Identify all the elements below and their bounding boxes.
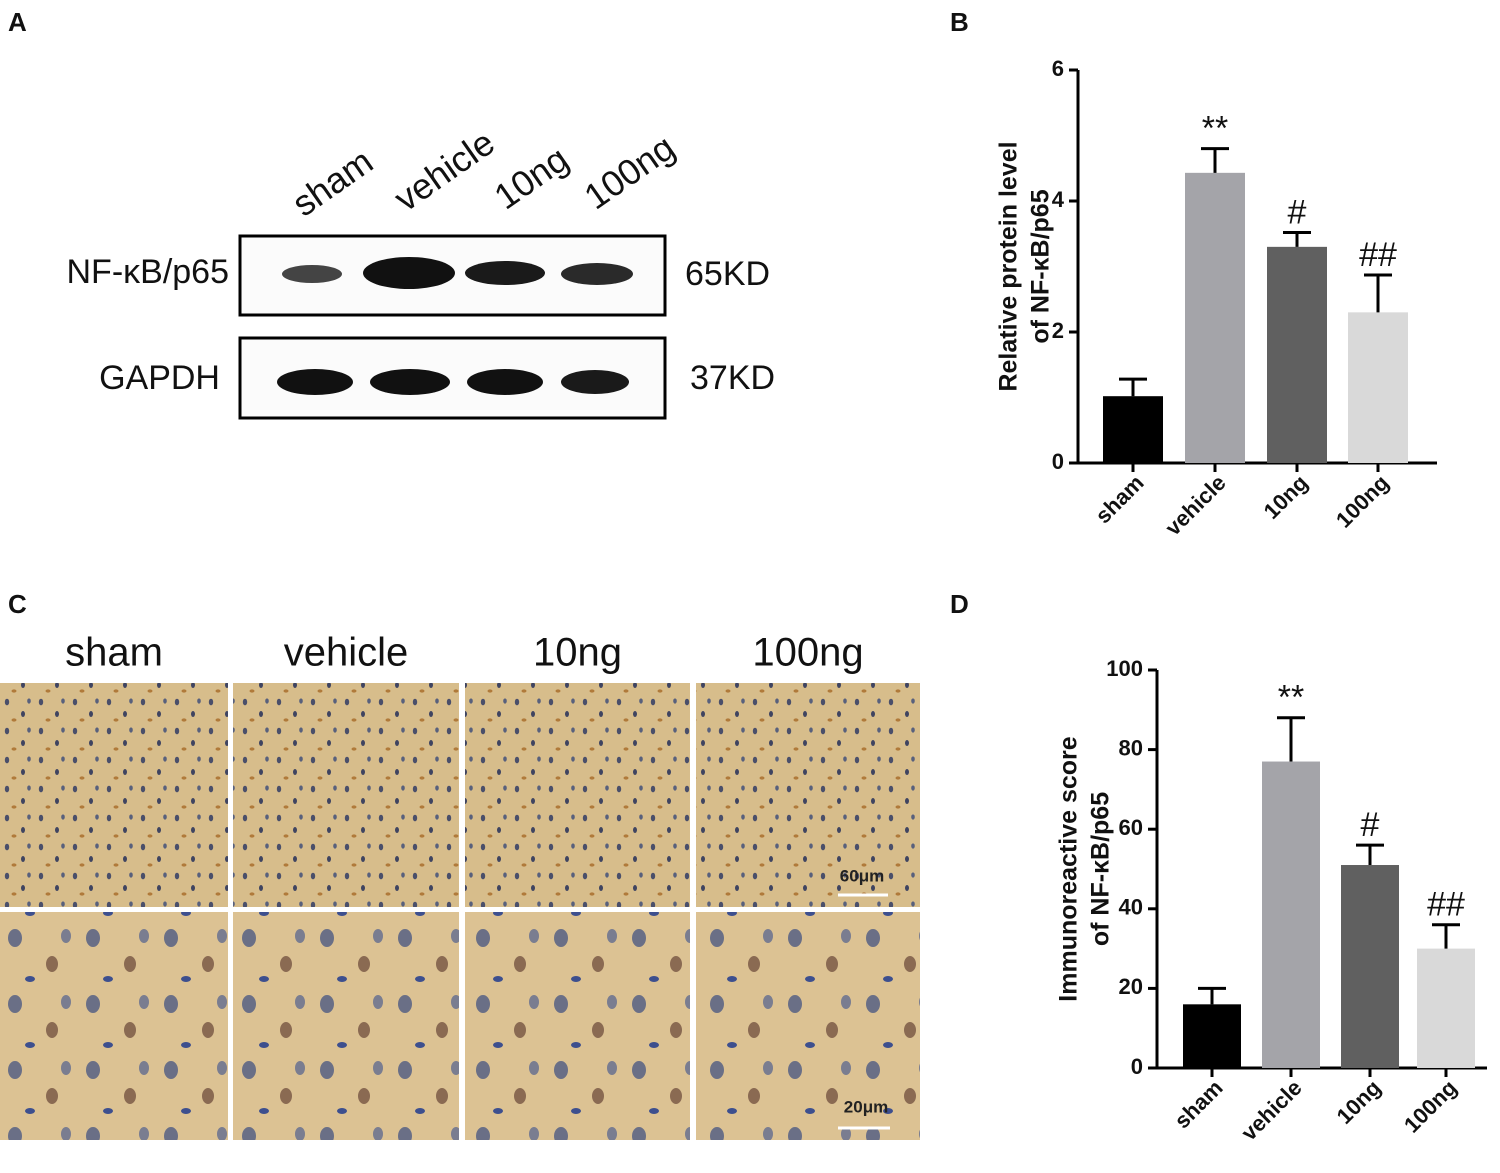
- size-label: 65KD: [685, 255, 770, 293]
- bar: [1341, 865, 1399, 1068]
- significance-label: ##: [1427, 886, 1465, 924]
- error-bar: [1364, 273, 1392, 313]
- error-bar: [1201, 147, 1229, 173]
- band: [363, 257, 455, 289]
- lane-label: 10ng: [487, 138, 576, 218]
- western-blot: sham vehicle 10ng 100ng NF-κB/p65 GAPDH …: [67, 121, 775, 420]
- micrograph: [0, 912, 228, 1140]
- micrograph: [465, 912, 690, 1140]
- column-label: 10ng: [533, 631, 622, 675]
- y-tick-label: 40: [1119, 895, 1143, 920]
- y-tick-label: 6: [1052, 56, 1064, 81]
- y-tick-label: 0: [1052, 449, 1064, 474]
- error-bar: [1283, 230, 1311, 247]
- band: [370, 369, 450, 395]
- error-bar: [1432, 923, 1460, 949]
- y-tick-label: 100: [1106, 656, 1143, 681]
- column-label: sham: [65, 631, 163, 675]
- micrograph: [233, 912, 459, 1140]
- bar: [1185, 172, 1245, 463]
- bar: [1267, 246, 1327, 463]
- significance-label: #: [1361, 806, 1380, 844]
- error-bar: [1277, 716, 1305, 762]
- bar: [1348, 312, 1408, 463]
- x-tick-label: vehicle: [1160, 470, 1230, 540]
- column-label: vehicle: [284, 631, 409, 675]
- significance-label: **: [1202, 110, 1228, 148]
- band: [561, 370, 629, 394]
- micrograph: [696, 912, 920, 1140]
- scale-bar-label: 60μm: [840, 866, 884, 885]
- y-axis-label: Immunoreactive score: [1055, 736, 1083, 1001]
- band: [561, 263, 633, 285]
- lane-label: vehicle: [387, 121, 502, 219]
- lane-label: 100ng: [577, 126, 683, 217]
- band: [277, 369, 353, 395]
- column-label: 100ng: [752, 631, 863, 675]
- y-axis-label: Relative protein level: [995, 141, 1023, 391]
- bar: [1183, 1004, 1241, 1068]
- y-axis-label: of NF-κB/p65: [1087, 792, 1115, 946]
- y-tick-label: 2: [1052, 318, 1064, 343]
- band: [465, 261, 545, 285]
- scale-bar-label: 20μm: [844, 1097, 888, 1116]
- y-tick-label: 0: [1131, 1054, 1143, 1079]
- y-tick-label: 80: [1119, 735, 1143, 760]
- bar: [1103, 396, 1163, 463]
- error-bar: [1356, 843, 1384, 866]
- protein-label: NF-κB/p65: [67, 253, 230, 291]
- y-tick-label: 20: [1119, 974, 1143, 999]
- panel-label: D: [950, 589, 969, 619]
- x-tick-label: 10ng: [1332, 1075, 1386, 1129]
- micrograph: [696, 683, 920, 907]
- x-tick-label: sham: [1090, 470, 1148, 528]
- significance-label: **: [1278, 679, 1304, 717]
- lane-label: sham: [285, 140, 381, 224]
- x-tick-label: 10ng: [1259, 470, 1313, 524]
- micrograph: [0, 683, 228, 907]
- band: [282, 265, 342, 283]
- error-bar: [1198, 986, 1226, 1005]
- x-tick-label: sham: [1169, 1075, 1227, 1133]
- significance-label: ##: [1359, 236, 1397, 274]
- band: [467, 369, 543, 395]
- x-tick-label: 100ng: [1399, 1075, 1462, 1138]
- histology: sham vehicle 10ng 100ng 60μm 20μm: [0, 631, 920, 1140]
- significance-label: #: [1288, 193, 1307, 231]
- y-tick-label: 4: [1052, 187, 1065, 212]
- x-tick-label: vehicle: [1236, 1075, 1306, 1145]
- protein-label: GAPDH: [99, 359, 220, 397]
- error-bar: [1119, 377, 1147, 397]
- size-label: 37KD: [690, 359, 775, 397]
- y-axis-label: of NF-κB/p65: [1027, 189, 1055, 343]
- panel-label: C: [8, 589, 27, 619]
- bar: [1262, 761, 1320, 1068]
- y-tick-label: 60: [1119, 815, 1143, 840]
- bar: [1417, 948, 1475, 1068]
- micrograph: [465, 683, 690, 907]
- panel-label: B: [950, 7, 969, 37]
- panel-label: A: [8, 7, 27, 37]
- x-tick-label: 100ng: [1331, 470, 1394, 533]
- micrograph: [233, 683, 459, 907]
